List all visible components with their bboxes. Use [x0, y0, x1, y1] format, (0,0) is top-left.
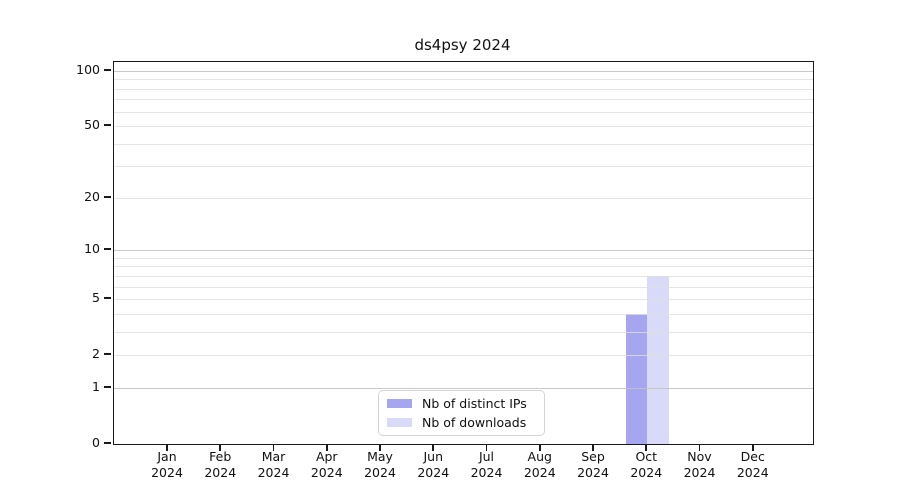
- plot-title: ds4psy 2024: [414, 36, 511, 54]
- y-axis-tick-label: 2: [92, 346, 100, 362]
- x-label-year: 2024: [204, 465, 237, 480]
- x-label-year: 2024: [151, 465, 183, 480]
- x-axis-tick-label: Apr 2024: [295, 449, 359, 481]
- x-axis-tick-label: Aug 2024: [508, 449, 572, 481]
- gridline-minor: [114, 79, 813, 81]
- legend-label-downloads: Nb of downloads: [422, 415, 527, 430]
- x-label-year: 2024: [577, 465, 609, 480]
- x-label-year: 2024: [736, 465, 769, 480]
- y-axis-tick-label: 1: [92, 378, 100, 394]
- x-axis-tick-label: Jan 2024: [135, 449, 199, 481]
- gridline-minor: [114, 257, 813, 259]
- x-label-month: Feb: [209, 449, 232, 464]
- x-label-year: 2024: [417, 465, 450, 480]
- y-axis-tick-label: 5: [92, 290, 100, 306]
- gridline-minor: [114, 275, 813, 277]
- plot-area: [113, 61, 814, 445]
- gridline-minor: [114, 99, 813, 101]
- gridline-minor: [114, 266, 813, 268]
- x-axis-tick: [698, 445, 701, 451]
- x-axis-tick-label: Oct 2024: [614, 449, 678, 481]
- x-label-month: Apr: [315, 449, 338, 464]
- y-axis-tick: [104, 69, 111, 71]
- legend-label-distinct-ips: Nb of distinct IPs: [422, 396, 527, 411]
- legend-swatch-downloads: [387, 418, 412, 427]
- x-label-month: Dec: [740, 449, 765, 464]
- y-axis-tick-label: 0: [92, 435, 100, 450]
- x-label-month: Jun: [423, 449, 444, 464]
- x-axis-tick: [166, 445, 168, 451]
- bar-nb-downloads: [647, 275, 669, 444]
- x-axis-tick-label: Nov 2024: [668, 449, 732, 481]
- gridline-minor: [114, 355, 813, 357]
- y-axis-tick-label: 10: [84, 241, 100, 257]
- legend: Nb of distinct IPs Nb of downloads: [378, 390, 545, 436]
- x-axis-tick: [592, 445, 594, 451]
- x-label-month: Jan: [157, 449, 177, 464]
- x-axis-tick: [645, 445, 648, 451]
- x-label-year: 2024: [364, 465, 396, 480]
- legend-item-downloads: Nb of downloads: [387, 415, 536, 430]
- y-axis-tick: [104, 442, 111, 444]
- legend-swatch-distinct-ips: [387, 399, 412, 408]
- x-axis-tick-label: May 2024: [348, 449, 412, 481]
- x-label-month: Aug: [527, 449, 552, 464]
- x-axis-tick-label: Sep 2024: [561, 449, 625, 481]
- x-label-year: 2024: [257, 465, 290, 480]
- gridline-major: [114, 71, 813, 72]
- bar-nb-distinct-ips: [625, 313, 648, 444]
- x-label-year: 2024: [310, 465, 343, 480]
- gridline-minor: [114, 166, 813, 168]
- gridline-minor: [114, 88, 813, 90]
- gridline-minor: [114, 126, 813, 128]
- y-axis-tick: [104, 353, 111, 355]
- x-label-month: Sep: [581, 449, 605, 464]
- gridline-major: [114, 387, 813, 389]
- x-axis-tick: [219, 445, 222, 451]
- y-axis-tick-label: 100: [76, 62, 100, 77]
- x-label-month: Mar: [261, 449, 286, 464]
- y-axis-tick: [104, 124, 111, 127]
- x-axis-tick: [485, 445, 488, 451]
- x-label-month: May: [367, 449, 393, 464]
- x-label-year: 2024: [630, 465, 663, 480]
- y-axis-tick: [104, 297, 111, 299]
- gridline-minor: [114, 111, 813, 113]
- legend-item-distinct-ips: Nb of distinct IPs: [387, 396, 536, 411]
- x-label-month: Jul: [478, 449, 495, 464]
- gridline-minor: [114, 143, 813, 145]
- x-axis-tick: [325, 445, 328, 451]
- x-axis-tick-label: Mar 2024: [242, 449, 306, 481]
- x-axis-tick-label: Jun 2024: [401, 449, 465, 481]
- y-axis-tick: [104, 248, 111, 250]
- x-axis-tick: [272, 445, 275, 451]
- gridline-minor: [114, 331, 813, 333]
- x-label-month: Nov: [687, 449, 712, 464]
- y-axis-tick: [104, 386, 111, 388]
- x-label-year: 2024: [523, 465, 556, 480]
- y-axis-tick: [104, 196, 111, 198]
- x-axis-tick: [751, 445, 754, 451]
- gridline-minor: [114, 197, 813, 199]
- gridline-major: [114, 250, 813, 252]
- x-axis-tick-label: Dec 2024: [721, 449, 785, 481]
- gridline-minor: [114, 299, 813, 301]
- gridline-minor: [114, 286, 813, 288]
- x-label-month: Oct: [635, 449, 658, 464]
- y-axis-tick-label: 50: [84, 117, 100, 133]
- x-axis-tick: [538, 445, 541, 451]
- x-label-year: 2024: [683, 465, 716, 480]
- x-axis-tick: [432, 445, 435, 451]
- x-axis-tick-label: Feb 2024: [188, 449, 252, 481]
- x-axis-tick: [379, 445, 381, 451]
- x-axis-tick-label: Jul 2024: [455, 449, 519, 481]
- gridline-minor: [114, 313, 813, 315]
- y-axis-tick-label: 20: [84, 188, 100, 204]
- x-label-year: 2024: [470, 465, 503, 480]
